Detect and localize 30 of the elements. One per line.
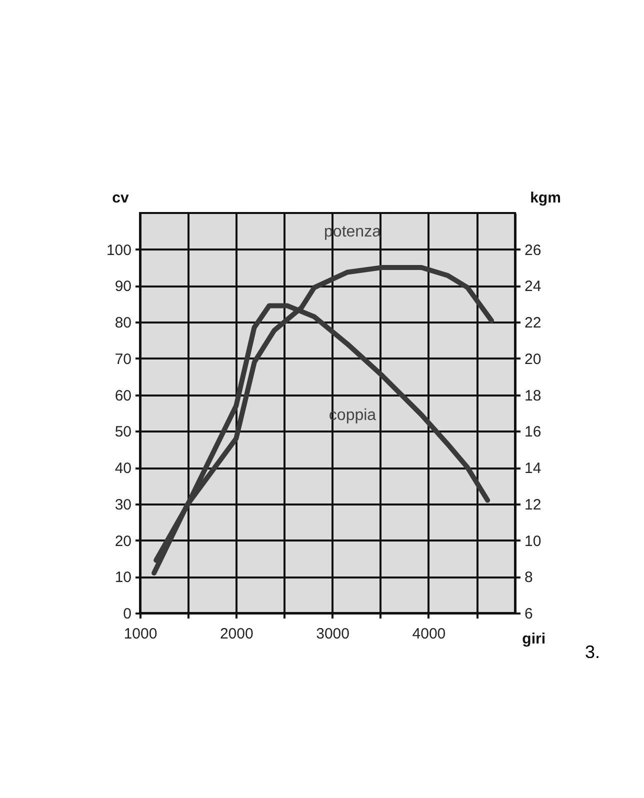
x-tick-label: 3000	[316, 626, 350, 642]
y2-tick-label: 16	[524, 424, 542, 441]
y2-tick-label: 24	[524, 278, 542, 296]
y-tick-label: 60	[114, 387, 132, 404]
y-tick-label: 50	[114, 424, 132, 441]
y-tick-label: 80	[114, 314, 132, 332]
y-tick-label: 20	[114, 532, 132, 550]
y2-tick-label: 6	[524, 606, 533, 622]
x-axis-title: giri	[522, 630, 546, 648]
x-tick-label: 1000	[124, 626, 158, 642]
y2-tick-label: 14	[524, 460, 542, 478]
y-tick-label: 10	[114, 569, 132, 586]
y-tick-label: 30	[114, 496, 132, 514]
x-tick-label: 4000	[412, 626, 446, 642]
y-tick-label: 90	[114, 278, 132, 296]
y-tick-label: 100	[106, 242, 132, 259]
y-axis-title: cv	[112, 190, 130, 206]
y2-tick-label: 18	[524, 387, 542, 404]
y2-tick-label: 26	[524, 242, 542, 259]
y2-tick-label: 10	[524, 532, 542, 550]
y2-tick-label: 22	[524, 314, 542, 332]
y2-tick-label: 8	[524, 569, 533, 586]
y2-tick-label: 20	[524, 350, 542, 368]
y-tick-label: 0	[123, 606, 132, 622]
y-tick-label: 40	[114, 460, 132, 478]
y2-tick-label: 12	[524, 496, 542, 514]
y2-axis-title: kgm	[530, 190, 561, 206]
x-tick-label: 2000	[220, 626, 254, 642]
text: 3.	[585, 642, 600, 662]
y-tick-label: 70	[114, 350, 132, 368]
